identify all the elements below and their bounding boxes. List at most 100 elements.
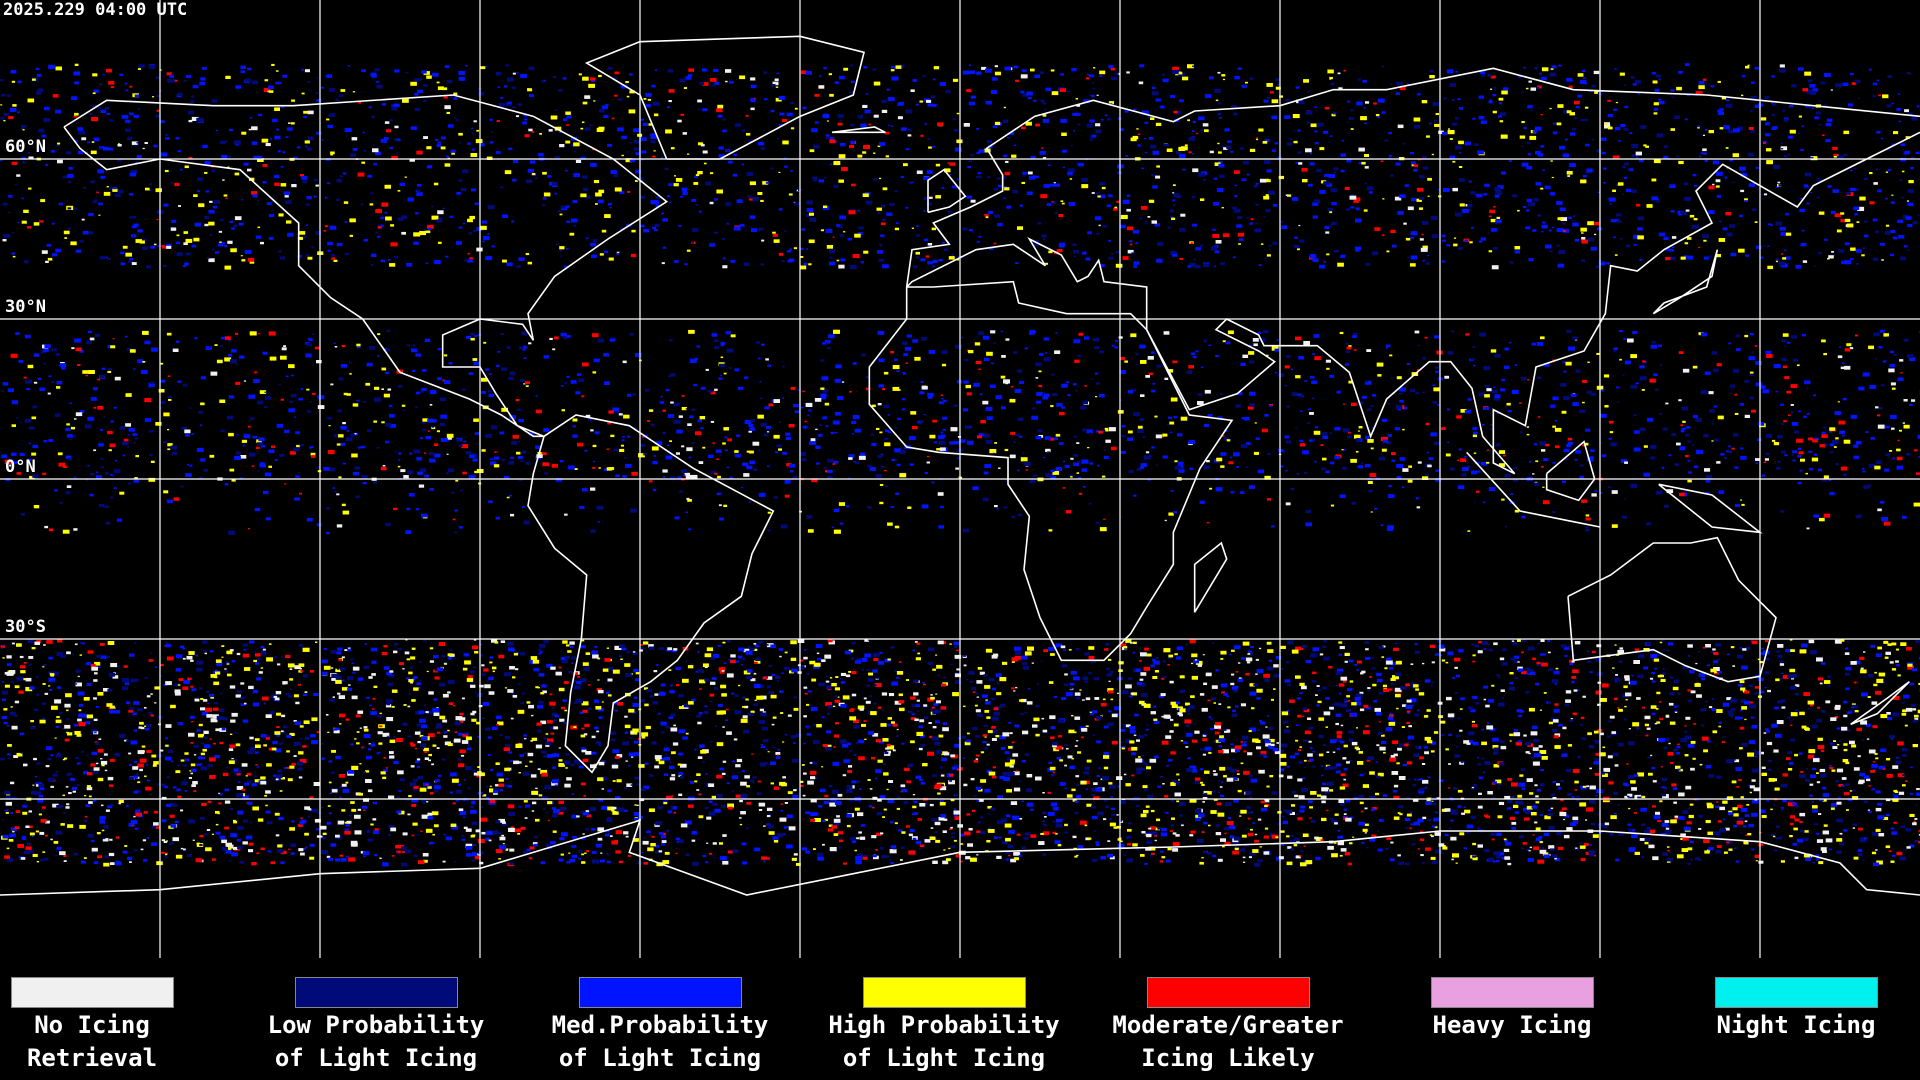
icing-pixel <box>458 71 465 75</box>
icing-pixel <box>1817 468 1823 472</box>
icing-pixel <box>23 376 27 379</box>
icing-pixel <box>1213 201 1220 206</box>
icing-pixel <box>1321 432 1328 436</box>
icing-pixel <box>1051 200 1057 204</box>
icing-pixel <box>347 676 354 680</box>
icing-pixel <box>1285 194 1289 196</box>
icing-pixel <box>588 83 595 88</box>
icing-pixel <box>763 71 768 74</box>
icing-pixel <box>1869 172 1873 175</box>
icing-pixel <box>1632 83 1637 86</box>
icing-pixel <box>473 418 479 422</box>
icing-pixel <box>741 163 745 166</box>
icing-pixel <box>74 112 79 116</box>
icing-pixel <box>129 112 134 116</box>
icing-pixel <box>370 264 374 266</box>
icing-pixel <box>1346 346 1352 350</box>
icing-pixel <box>1751 81 1755 84</box>
icing-pixel <box>681 395 685 397</box>
icing-pixel <box>1051 91 1059 96</box>
icing-pixel <box>1749 371 1754 374</box>
icing-pixel <box>650 133 656 137</box>
icing-pixel <box>200 458 206 462</box>
icing-pixel <box>383 348 388 351</box>
icing-pixel <box>1541 465 1544 468</box>
icing-pixel <box>1254 422 1257 424</box>
icing-pixel <box>280 355 287 360</box>
icing-pixel <box>1295 336 1302 341</box>
icing-pixel <box>718 377 723 380</box>
icing-pixel <box>932 259 938 263</box>
icing-pixel <box>328 88 336 92</box>
icing-pixel <box>625 158 633 163</box>
icing-pixel <box>1328 173 1336 178</box>
icing-pixel <box>1250 218 1254 221</box>
icing-pixel <box>930 95 936 99</box>
icing-pixel <box>1177 467 1183 470</box>
icing-pixel <box>436 144 442 148</box>
icing-pixel <box>28 156 34 160</box>
icing-pixel <box>1586 457 1594 462</box>
icing-pixel <box>1454 692 1458 694</box>
icing-pixel <box>892 723 898 727</box>
icing-pixel <box>765 181 770 184</box>
icing-pixel <box>913 265 918 269</box>
icing-pixel <box>517 103 522 106</box>
icing-pixel <box>86 479 89 481</box>
icing-pixel <box>1557 104 1564 108</box>
icing-pixel <box>1138 756 1141 758</box>
icing-pixel <box>1217 142 1220 145</box>
icing-pixel <box>481 220 487 224</box>
icing-pixel <box>370 253 377 257</box>
icing-pixel <box>1735 334 1741 338</box>
icing-pixel <box>654 228 658 232</box>
icing-pixel <box>1068 202 1076 206</box>
icing-pixel <box>873 178 878 181</box>
icing-pixel <box>667 106 671 109</box>
icing-pixel <box>120 262 126 266</box>
icing-pixel <box>839 234 845 237</box>
icing-pixel <box>12 461 17 464</box>
icing-pixel <box>1202 179 1206 181</box>
icing-pixel <box>46 243 52 247</box>
icing-pixel <box>1500 388 1506 392</box>
icing-pixel <box>883 371 889 375</box>
icing-pixel <box>792 758 799 763</box>
icing-pixel <box>862 151 867 154</box>
icing-pixel <box>681 407 687 411</box>
icing-pixel <box>284 483 287 485</box>
icing-pixel <box>1765 122 1771 126</box>
icing-pixel <box>1625 244 1631 248</box>
icing-pixel <box>1364 464 1371 468</box>
icing-pixel <box>1266 83 1273 87</box>
icing-pixel <box>570 380 577 384</box>
icing-pixel <box>1221 207 1224 209</box>
icing-pixel <box>177 764 181 766</box>
icing-pixel <box>1004 448 1009 452</box>
icing-pixel <box>700 427 704 430</box>
icing-pixel <box>366 429 372 432</box>
icing-pixel <box>1877 189 1882 193</box>
icing-pixel <box>559 249 563 252</box>
icing-pixel <box>1442 846 1448 850</box>
icing-pixel <box>89 112 93 115</box>
icing-pixel <box>1545 244 1552 249</box>
icing-pixel <box>1739 214 1743 217</box>
icing-pixel <box>1237 232 1245 237</box>
icing-pixel <box>307 816 311 818</box>
icing-pixel <box>705 181 712 186</box>
icing-pixel <box>491 245 495 248</box>
icing-pixel <box>1818 123 1822 126</box>
icing-pixel <box>1732 153 1739 158</box>
icing-pixel <box>1536 85 1542 89</box>
icing-pixel <box>1613 347 1618 351</box>
icing-pixel <box>41 806 46 809</box>
icing-pixel <box>220 345 223 347</box>
icing-pixel <box>596 505 604 510</box>
icing-pixel <box>1849 347 1854 350</box>
icing-pixel <box>1810 156 1818 161</box>
icing-pixel <box>1399 399 1404 403</box>
icing-pixel <box>96 475 102 479</box>
icing-pixel <box>994 71 1001 76</box>
icing-pixel <box>1637 93 1640 95</box>
